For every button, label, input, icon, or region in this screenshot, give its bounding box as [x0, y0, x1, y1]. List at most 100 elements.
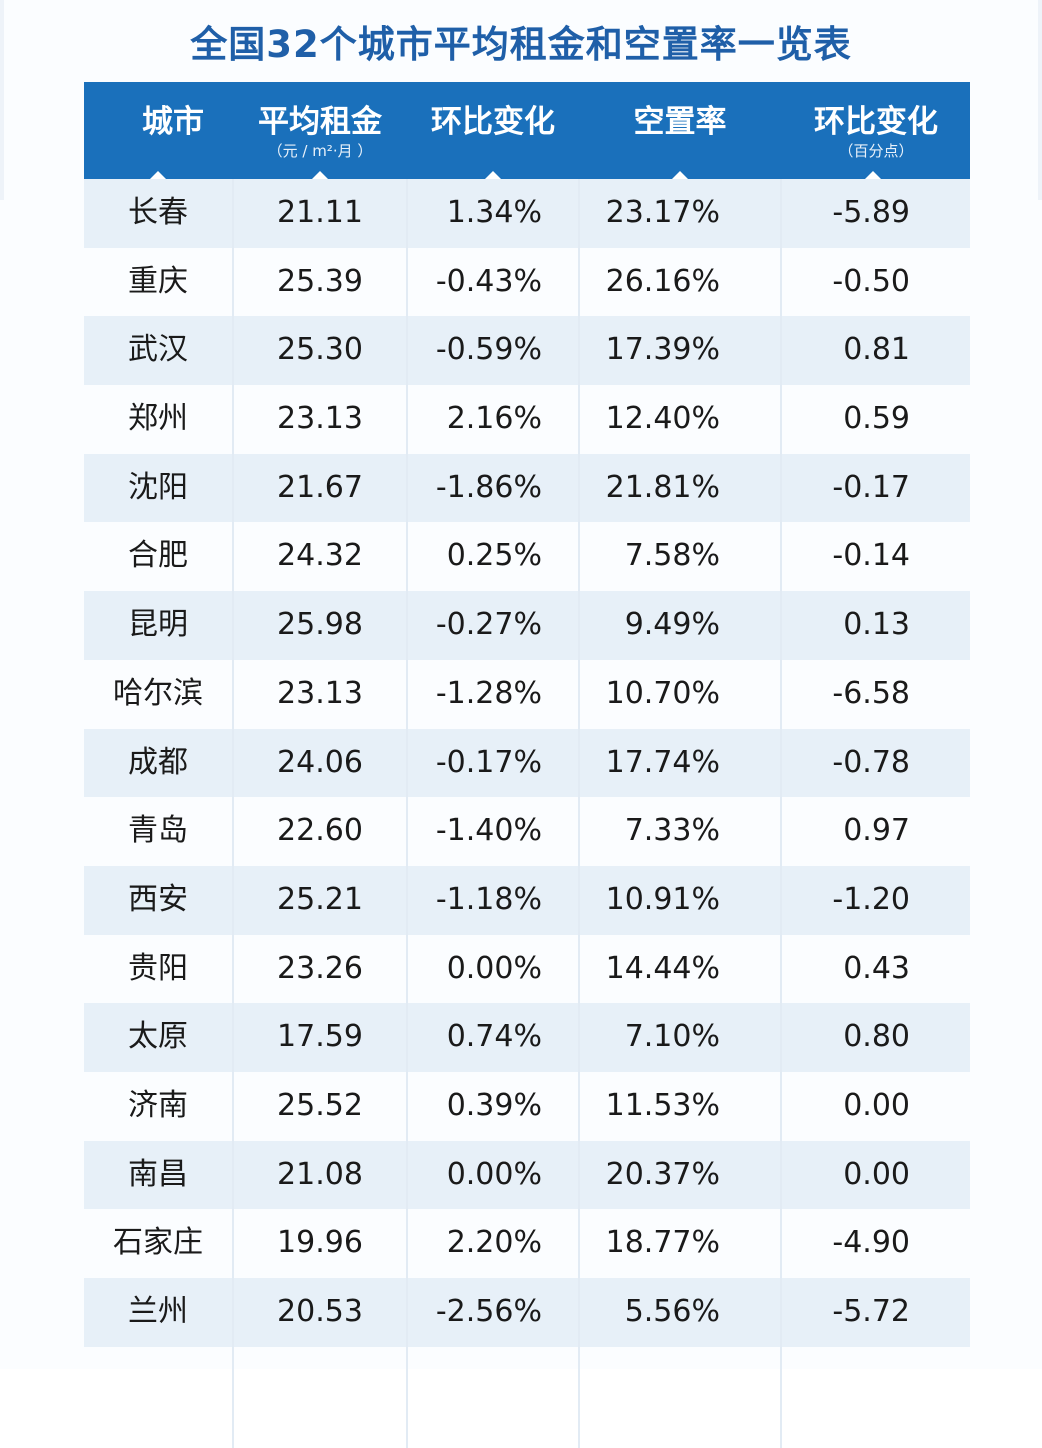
cell-city: 郑州	[128, 401, 188, 437]
header-vacancy: 空置率	[580, 82, 780, 179]
cell-city: 武汉	[128, 332, 188, 368]
header-rent: 平均租金 （元 / m²·月 ）	[234, 82, 406, 179]
cell-vacancy: 7.58%	[624, 538, 720, 574]
cell-vacancy-change: -4.90	[832, 1225, 910, 1261]
table-row: 贵阳 23.26 0.00% 14.44% 0.43	[84, 935, 970, 1004]
header-rent-unit: （元 / m²·月 ）	[267, 142, 373, 160]
cell-rent-change: 0.39%	[446, 1087, 542, 1123]
cell-rent-change: -0.43%	[435, 263, 542, 299]
cell-vacancy: 9.49%	[624, 607, 720, 643]
table-row: 沈阳 21.67 -1.86% 21.81% -0.17	[84, 453, 970, 523]
cell-rent-change: -1.86%	[435, 469, 542, 505]
cell-rent: 24.06	[277, 744, 363, 780]
cell-vacancy: 26.16%	[605, 263, 720, 299]
cell-rent-change: -2.56%	[435, 1294, 542, 1329]
cell-vacancy: 10.91%	[605, 881, 720, 917]
rent-vacancy-table: 城市 平均租金 （元 / m²·月 ） 环比变化 空置率 环比变化 （百分点） …	[84, 82, 970, 1448]
cell-city: 贵阳	[128, 950, 188, 986]
table-row: 太原 17.59 0.74% 7.10% 0.80	[84, 1003, 970, 1072]
cell-vacancy-change: 0.81	[843, 332, 910, 368]
cell-city: 南昌	[128, 1156, 188, 1192]
cell-vacancy-change: -5.89	[832, 195, 910, 230]
cell-city: 合肥	[128, 538, 188, 574]
header-notch	[484, 171, 502, 180]
column-divider	[578, 179, 580, 1448]
cell-rent: 19.96	[277, 1225, 363, 1261]
column-divider	[406, 179, 408, 1448]
cell-rent-change: 1.34%	[446, 195, 542, 230]
cell-vacancy-change: -5.72	[832, 1294, 910, 1329]
cell-rent: 21.11	[277, 195, 363, 230]
cell-city: 长春	[128, 195, 188, 230]
table-row: 南昌 21.08 0.00% 20.37% 0.00	[84, 1140, 970, 1210]
cell-rent: 25.21	[277, 881, 363, 917]
cell-vacancy: 10.70%	[605, 675, 720, 711]
cell-rent: 21.67	[277, 469, 363, 505]
table-row: 西安 25.21 -1.18% 10.91% -1.20	[84, 865, 970, 935]
header-rent-change: 环比变化	[408, 82, 578, 179]
cell-vacancy-change: -0.78	[832, 744, 910, 780]
header-vacancy-change-unit: （百分点）	[838, 142, 914, 160]
cell-rent-change: 0.74%	[446, 1019, 542, 1055]
header-vacancy-label: 空置率	[633, 104, 727, 140]
table-row: 长春 21.11 1.34% 23.17% -5.89	[84, 179, 970, 248]
cell-vacancy: 14.44%	[605, 950, 720, 986]
cell-rent: 25.30	[277, 332, 363, 368]
table-header: 城市 平均租金 （元 / m²·月 ） 环比变化 空置率 环比变化 （百分点）	[84, 82, 970, 180]
cell-vacancy-change: 0.59	[843, 401, 910, 437]
cell-vacancy: 7.33%	[624, 813, 720, 849]
column-divider	[232, 179, 234, 1448]
cell-rent: 21.08	[277, 1156, 363, 1192]
table-row: 哈尔滨 23.13 -1.28% 10.70% -6.58	[84, 660, 970, 729]
left-accent-strip	[0, 0, 4, 200]
table-row: 成都 24.06 -0.17% 17.74% -0.78	[84, 728, 970, 798]
table-row: 重庆 25.39 -0.43% 26.16% -0.50	[84, 248, 970, 317]
cell-rent: 25.52	[277, 1087, 363, 1123]
cell-city: 哈尔滨	[113, 675, 203, 711]
table-row: 兰州 20.53 -2.56% 5.56% -5.72	[84, 1278, 970, 1347]
cell-rent-change: -1.18%	[435, 881, 542, 917]
cell-rent-change: 2.20%	[446, 1225, 542, 1261]
header-city-label: 城市	[142, 104, 204, 140]
cell-rent: 23.26	[277, 950, 363, 986]
cell-vacancy: 20.37%	[605, 1156, 720, 1192]
right-accent-strip	[1038, 0, 1042, 200]
table-row: 武汉 25.30 -0.59% 17.39% 0.81	[84, 316, 970, 386]
column-divider	[780, 179, 782, 1448]
header-notch	[671, 171, 689, 180]
cell-rent-change: -0.17%	[435, 744, 542, 780]
cell-city: 沈阳	[128, 469, 188, 505]
cell-rent-change: 0.00%	[446, 1156, 542, 1192]
cell-vacancy-change: -0.50	[832, 263, 910, 299]
cell-vacancy-change: 0.13	[843, 607, 910, 643]
cell-rent-change: 0.25%	[446, 538, 542, 574]
cell-vacancy: 23.17%	[605, 195, 720, 230]
cell-vacancy-change: 0.80	[843, 1019, 910, 1055]
table-row: 济南 25.52 0.39% 11.53% 0.00	[84, 1072, 970, 1141]
cell-rent-change: 2.16%	[446, 401, 542, 437]
table-row: 郑州 23.13 2.16% 12.40% 0.59	[84, 385, 970, 454]
cell-rent: 17.59	[277, 1019, 363, 1055]
header-rent-change-label: 环比变化	[431, 104, 555, 140]
cell-rent-change: 0.00%	[446, 950, 542, 986]
cell-city: 青岛	[128, 813, 188, 849]
cell-city: 昆明	[128, 607, 188, 643]
cell-vacancy-change: 0.43	[843, 950, 910, 986]
cell-city: 石家庄	[113, 1225, 203, 1261]
cell-rent: 24.32	[277, 538, 363, 574]
cell-vacancy-change: -0.14	[832, 538, 910, 574]
table-body: 长春 21.11 1.34% 23.17% -5.89 重庆 25.39 -0.43% 26.1…	[84, 179, 970, 1347]
table-row: 昆明 25.98 -0.27% 9.49% 0.13	[84, 591, 970, 660]
cell-vacancy: 11.53%	[605, 1087, 720, 1123]
cell-vacancy: 5.56%	[624, 1294, 720, 1329]
cell-city: 重庆	[128, 263, 188, 299]
cell-vacancy-change: 0.00	[843, 1087, 910, 1123]
cell-vacancy-change: 0.97	[843, 813, 910, 849]
cell-rent: 23.13	[277, 675, 363, 711]
cell-vacancy-change: -6.58	[832, 675, 910, 711]
cell-rent: 20.53	[277, 1294, 363, 1329]
cell-city: 太原	[128, 1019, 188, 1055]
cell-city: 西安	[128, 881, 188, 917]
cell-vacancy: 17.74%	[605, 744, 720, 780]
cell-vacancy: 17.39%	[605, 332, 720, 368]
